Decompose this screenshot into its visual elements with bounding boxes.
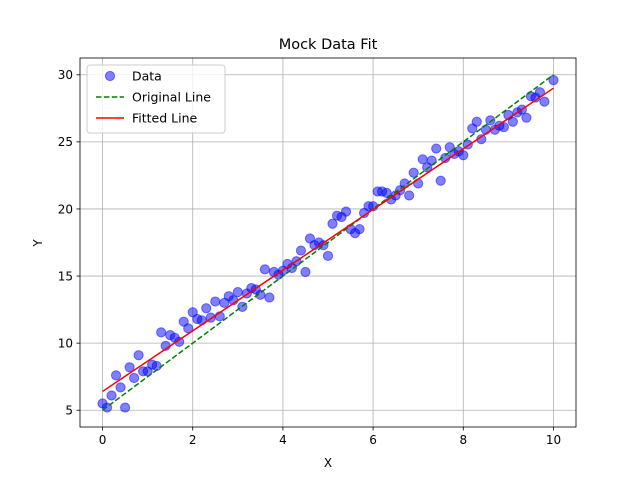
data-point — [110, 370, 122, 381]
fitted-line — [102, 87, 554, 393]
x-tick-label: 0 — [99, 433, 107, 447]
y-tick-label: 5 — [65, 404, 73, 418]
legend: Data Original Line Fitted Line — [86, 64, 226, 134]
data-point — [156, 327, 167, 338]
y-tick-label: 10 — [58, 336, 73, 350]
data-point — [295, 245, 307, 256]
data-point — [115, 382, 126, 393]
data-point — [458, 150, 469, 161]
axes-frame — [79, 57, 577, 428]
legend-box — [86, 64, 226, 134]
plot-area — [97, 74, 559, 413]
legend-marker-data — [104, 70, 116, 82]
y-tick-label: 25 — [58, 135, 73, 149]
data-point — [471, 116, 482, 127]
plot-marks — [97, 74, 559, 413]
x-tick-label: 6 — [369, 433, 377, 447]
data-point — [129, 372, 140, 384]
data-point — [404, 190, 415, 201]
data-point — [507, 116, 518, 127]
data-point — [300, 266, 311, 278]
data-point — [327, 218, 338, 229]
data-point — [431, 143, 442, 154]
x-tick-label: 10 — [546, 433, 561, 447]
data-point — [435, 175, 446, 186]
data-point — [124, 362, 135, 373]
data-point — [119, 402, 131, 413]
legend-label: Data — [132, 69, 162, 84]
axes: 0 2 4 6 8 10 5 10 15 20 25 30 — [58, 57, 577, 447]
data-point — [521, 112, 532, 123]
data-point — [340, 206, 352, 217]
data-point — [210, 296, 221, 307]
legend-label: Fitted Line — [132, 111, 198, 126]
y-tick-label: 15 — [58, 269, 73, 283]
y-axis-label: Y — [31, 239, 45, 248]
data-point — [196, 315, 207, 326]
data-point — [106, 390, 117, 401]
data-point — [133, 350, 144, 361]
data-point — [539, 96, 550, 107]
data-point — [408, 167, 419, 178]
data-point — [174, 336, 185, 347]
data-point — [354, 223, 365, 235]
data-point — [498, 122, 509, 133]
data-point — [255, 289, 266, 300]
data-point — [259, 264, 270, 275]
data-point — [264, 292, 275, 303]
x-tick-label: 4 — [279, 433, 287, 447]
data-point — [232, 287, 243, 298]
x-tick-label: 8 — [459, 433, 467, 447]
x-tick-label: 2 — [189, 433, 197, 447]
x-axis-label: X — [324, 456, 332, 470]
legend-label: Original Line — [132, 90, 211, 105]
y-tick-label: 20 — [58, 202, 73, 216]
data-point — [413, 178, 424, 189]
original-line — [102, 74, 554, 411]
chart-title: Mock Data Fit — [279, 37, 378, 53]
data-point — [322, 250, 334, 262]
data-point — [201, 303, 212, 314]
y-tick-label: 30 — [58, 68, 73, 82]
data-point — [485, 115, 496, 126]
